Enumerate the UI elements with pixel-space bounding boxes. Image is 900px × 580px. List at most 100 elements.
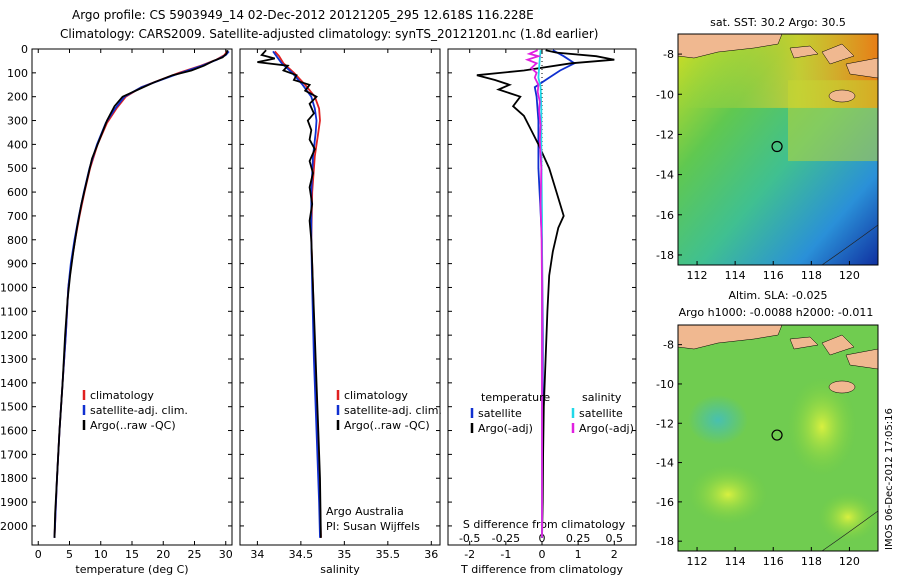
- map-frame: [677, 324, 879, 552]
- legend-label: climatology: [90, 389, 154, 402]
- x-tick-label: 116: [763, 269, 784, 282]
- y-tick-label: 900: [7, 258, 28, 271]
- map-field-patch: [688, 394, 748, 445]
- x-axis-label-salinity: S difference from climatology: [463, 518, 626, 531]
- y-tick-label: 1800: [0, 472, 28, 485]
- annotation-text: Argo Australia: [326, 505, 404, 518]
- map-title: Altim. SLA: -0.025: [728, 289, 827, 302]
- y-tick-label: -10: [656, 378, 674, 391]
- y-tick-label: 700: [7, 210, 28, 223]
- legend-title: temperature: [481, 391, 550, 404]
- map-field-patch: [787, 376, 857, 477]
- x-tick-label: 10: [94, 548, 108, 561]
- y-tick-label: 1400: [0, 377, 28, 390]
- legend-label: Argo(-adj): [579, 422, 634, 435]
- x-tick-label: 112: [687, 269, 708, 282]
- land-sumba: [828, 380, 856, 394]
- x-tick-label: 5: [66, 548, 73, 561]
- land-java: [677, 324, 783, 350]
- x-tick-label: 25: [188, 548, 202, 561]
- x-tick-label: 30: [219, 548, 233, 561]
- land-sumba: [828, 89, 856, 103]
- coastline-australia: [821, 224, 879, 266]
- x-tick-label-salinity: -0.25: [492, 532, 520, 545]
- x-tick-label: 34: [250, 548, 264, 561]
- legend-label: satellite: [579, 407, 623, 420]
- x-tick-label: -1: [500, 548, 511, 561]
- y-tick-label: 400: [7, 138, 28, 151]
- series-line: [53, 49, 229, 538]
- legend-title: salinity: [582, 391, 622, 404]
- sst-map: 112 114 116 118 120 -8 -10 -12 -14 -16 -18 sat. SST…: [656, 16, 879, 282]
- y-tick-label: -14: [656, 169, 674, 182]
- y-tick-label: 1100: [0, 305, 28, 318]
- chart-title-line-1: Argo profile: CS 5903949_14 02-Dec-2012 …: [72, 8, 534, 22]
- series-line: [524, 49, 543, 538]
- series-line: [257, 49, 322, 538]
- x-tick-label: 118: [801, 555, 822, 568]
- x-tick-label: 34.5: [289, 548, 314, 561]
- chart-title-line-2: Climatology: CARS2009. Satellite-adjuste…: [60, 27, 599, 41]
- x-tick-label: 1: [575, 548, 582, 561]
- y-tick-label: 500: [7, 162, 28, 175]
- land-java: [677, 33, 783, 59]
- land-sumbawa: [821, 43, 855, 65]
- coastline-australia: [821, 510, 879, 552]
- x-tick-label: 35.5: [376, 548, 401, 561]
- y-tick-label: -18: [656, 249, 674, 262]
- legend-label: climatology: [344, 389, 408, 402]
- legend-label: Argo(..raw -QC): [344, 419, 430, 432]
- legend-label: Argo(-adj): [478, 422, 533, 435]
- y-tick-label: -12: [656, 417, 674, 430]
- x-tick-label: 112: [687, 555, 708, 568]
- x-tick-label-salinity: 0: [539, 532, 546, 545]
- y-tick-label: 1900: [0, 496, 28, 509]
- x-tick-label: 0: [539, 548, 546, 561]
- map-title: sat. SST: 30.2 Argo: 30.5: [710, 16, 846, 29]
- y-tick-label: 1700: [0, 448, 28, 461]
- y-tick-label: -16: [656, 209, 674, 222]
- x-tick-label: 0: [35, 548, 42, 561]
- y-tick-label: 1600: [0, 425, 28, 438]
- x-tick-label: 15: [125, 548, 139, 561]
- annotation-text: PI: Susan Wijffels: [326, 520, 420, 533]
- map-field-patch: [818, 492, 878, 543]
- salinity-profile: 34 34.5 35 35.5 36 salinity climatology satelli…: [239, 48, 442, 576]
- x-tick-label-salinity: -0.5: [459, 532, 480, 545]
- y-tick-label: 300: [7, 115, 28, 128]
- temperature-profile: 0 5 10 15 20 25 30 temperature (deg C) 0 100 200 30…: [0, 43, 233, 576]
- series-line: [272, 50, 321, 538]
- x-tick-label: -2: [464, 548, 475, 561]
- series-line: [476, 49, 615, 538]
- difference-profile: -2 -1 0 1 2 -0.5 -0.25 0 0.25 0.5S difference fro…: [447, 48, 637, 576]
- x-tick-label: 36: [424, 548, 438, 561]
- map-frame: [677, 33, 879, 266]
- x-tick-label: 114: [725, 555, 746, 568]
- y-tick-label: 1200: [0, 329, 28, 342]
- map-subtitle: Argo h1000: -0.0088 h2000: -0.011: [679, 306, 874, 319]
- x-tick-label-salinity: 0.25: [566, 532, 591, 545]
- x-tick-label: 114: [725, 269, 746, 282]
- legend-label: Argo(..raw -QC): [90, 419, 176, 432]
- plot-frame: [31, 48, 233, 546]
- argo-position-marker: [771, 429, 783, 441]
- land-lombok: [789, 45, 819, 59]
- x-tick-label: 116: [763, 555, 784, 568]
- sla-map: 112 114 116 118 120 -8 -10 -12 -14 -16 -18 Altim. S…: [656, 289, 879, 568]
- legend-label: satellite: [478, 407, 522, 420]
- y-tick-label: -8: [663, 339, 674, 352]
- x-tick-label: 120: [839, 269, 860, 282]
- y-tick-label: 800: [7, 234, 28, 247]
- y-tick-label: -18: [656, 535, 674, 548]
- legend-label: satellite-adj. clim.: [344, 404, 442, 417]
- y-tick-label: 2000: [0, 520, 28, 533]
- x-tick-label: 20: [156, 548, 170, 561]
- timestamp-label: IMOS 06-Dec-2012 17:05:16: [884, 408, 895, 550]
- argo-position-marker: [771, 140, 783, 153]
- map-field-patch: [688, 464, 768, 525]
- y-tick-label: 1000: [0, 281, 28, 294]
- y-tick-label: -8: [663, 48, 674, 61]
- land-sumbawa: [821, 334, 855, 356]
- x-tick-label-salinity: 0.5: [606, 532, 624, 545]
